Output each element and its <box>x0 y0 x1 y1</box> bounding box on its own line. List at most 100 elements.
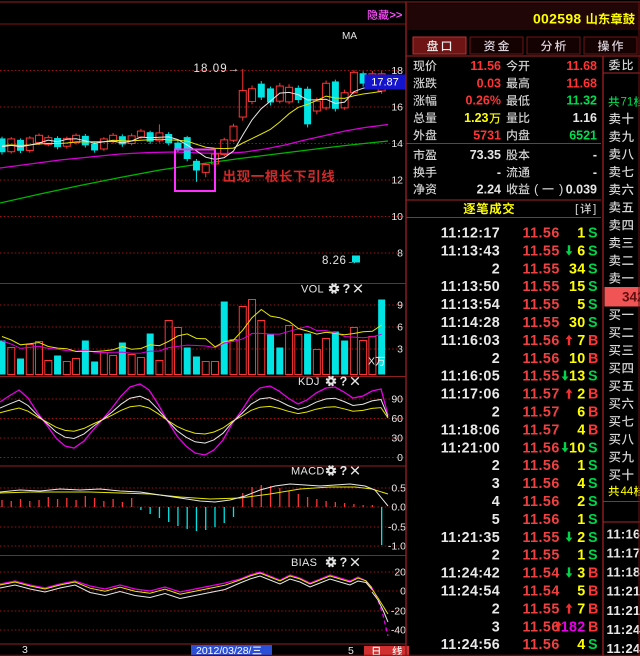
svg-text:342: 342 <box>622 290 640 305</box>
svg-text:2: 2 <box>577 530 585 546</box>
svg-text:60: 60 <box>391 413 403 425</box>
svg-text:>>: >> <box>390 10 403 22</box>
svg-text:18: 18 <box>391 65 403 77</box>
svg-text:5: 5 <box>577 297 585 313</box>
svg-text:11:16:03: 11:16:03 <box>441 333 500 349</box>
svg-text:6: 6 <box>397 322 403 334</box>
svg-text:11.68: 11.68 <box>566 59 597 73</box>
svg-text:10: 10 <box>569 440 586 456</box>
svg-text:11:14:28: 11:14:28 <box>441 315 500 331</box>
svg-text:9: 9 <box>397 300 403 312</box>
svg-text:3: 3 <box>492 476 500 492</box>
svg-text:VOL: VOL <box>301 283 324 295</box>
svg-text:11:24:54: 11:24:54 <box>441 584 500 600</box>
svg-text:S: S <box>588 261 598 277</box>
svg-text:11:13:50: 11:13:50 <box>441 279 500 295</box>
svg-text:11:24: 11:24 <box>607 622 640 637</box>
svg-text:S: S <box>588 637 598 653</box>
svg-text:7: 7 <box>577 333 585 349</box>
svg-text:90: 90 <box>391 394 403 406</box>
svg-text:S: S <box>588 315 598 331</box>
svg-text:15: 15 <box>569 279 586 295</box>
svg-text:B: B <box>588 619 598 635</box>
svg-text:5: 5 <box>348 645 354 656</box>
svg-text:B: B <box>588 584 598 600</box>
svg-text:11.56: 11.56 <box>523 351 560 367</box>
svg-text:-40: -40 <box>391 625 406 637</box>
svg-text:30: 30 <box>391 433 403 445</box>
svg-text:3: 3 <box>577 566 585 582</box>
svg-text:17.87: 17.87 <box>371 77 399 89</box>
svg-text:-20: -20 <box>391 606 406 618</box>
svg-text:11:13:54: 11:13:54 <box>441 297 500 313</box>
svg-text:11.55: 11.55 <box>523 548 560 564</box>
svg-text:4: 4 <box>577 476 585 492</box>
svg-text:11.54: 11.54 <box>523 584 560 600</box>
svg-text:0.5: 0.5 <box>391 483 406 495</box>
svg-text:2: 2 <box>492 405 500 421</box>
svg-text:11.56: 11.56 <box>470 59 501 73</box>
svg-text:B: B <box>588 422 598 438</box>
svg-text:0: 0 <box>397 452 403 464</box>
svg-text:2: 2 <box>577 494 585 510</box>
svg-text:11.56: 11.56 <box>523 226 560 242</box>
svg-text:[: [ <box>575 202 579 216</box>
svg-text:1: 1 <box>577 548 585 564</box>
svg-text:11:13:43: 11:13:43 <box>441 243 500 259</box>
svg-text:11.55: 11.55 <box>523 261 560 277</box>
svg-text:11:12:17: 11:12:17 <box>441 226 500 242</box>
svg-text:-: - <box>593 165 597 179</box>
svg-text:B: B <box>588 566 598 582</box>
svg-text:11.56: 11.56 <box>523 440 560 456</box>
svg-text:11:21:35: 11:21:35 <box>441 530 500 546</box>
svg-text:S: S <box>588 279 598 295</box>
svg-text:-: - <box>497 165 501 179</box>
svg-text:2012/03/28/: 2012/03/28/ <box>196 645 252 656</box>
svg-text:BIAS: BIAS <box>291 557 317 569</box>
svg-text:1.16: 1.16 <box>573 111 597 125</box>
svg-text:S: S <box>588 440 598 456</box>
svg-text:2: 2 <box>577 387 585 403</box>
svg-text:?: ? <box>343 282 351 296</box>
svg-text:B: B <box>588 351 598 367</box>
svg-text:11.56: 11.56 <box>523 619 560 635</box>
svg-text:1.23: 1.23 <box>464 111 488 125</box>
svg-text:-0.5: -0.5 <box>388 522 406 534</box>
svg-text:2: 2 <box>492 261 500 277</box>
svg-text:B: B <box>588 333 598 349</box>
svg-text:6: 6 <box>577 243 585 259</box>
svg-text:4: 4 <box>577 422 585 438</box>
svg-text:4: 4 <box>577 637 585 653</box>
svg-text:14: 14 <box>391 138 403 150</box>
svg-text:11.56: 11.56 <box>523 476 560 492</box>
svg-text:11:21:00: 11:21:00 <box>441 440 500 456</box>
svg-text:11.56: 11.56 <box>523 458 560 474</box>
svg-text:S: S <box>588 494 598 510</box>
svg-text:12: 12 <box>391 175 403 187</box>
svg-text:1: 1 <box>577 458 585 474</box>
svg-text:S: S <box>588 548 598 564</box>
svg-text:1: 1 <box>577 512 585 528</box>
svg-text:]: ] <box>593 202 596 216</box>
svg-text:11.57: 11.57 <box>523 387 560 403</box>
svg-text:002598: 002598 <box>533 11 582 27</box>
svg-text:11:24:56: 11:24:56 <box>441 637 500 653</box>
svg-text:20: 20 <box>394 567 406 579</box>
svg-text:MA: MA <box>342 31 357 42</box>
svg-text:11:21: 11:21 <box>607 603 640 618</box>
svg-text:11.32: 11.32 <box>566 94 597 108</box>
svg-text:2: 2 <box>492 548 500 564</box>
svg-text:11.55: 11.55 <box>523 297 560 313</box>
svg-text:44: 44 <box>621 486 634 498</box>
svg-text:?: ? <box>340 464 348 478</box>
svg-text:8: 8 <box>397 248 403 260</box>
svg-text:(: ( <box>534 182 539 197</box>
svg-text:X: X <box>368 356 375 368</box>
svg-text:11.57: 11.57 <box>523 405 560 421</box>
svg-text:2: 2 <box>492 458 500 474</box>
svg-text:4: 4 <box>492 494 500 510</box>
svg-text:11:18: 11:18 <box>607 565 640 580</box>
svg-text:): ) <box>559 182 563 197</box>
svg-text:MACD: MACD <box>291 465 325 477</box>
svg-text:0.03: 0.03 <box>477 76 501 90</box>
